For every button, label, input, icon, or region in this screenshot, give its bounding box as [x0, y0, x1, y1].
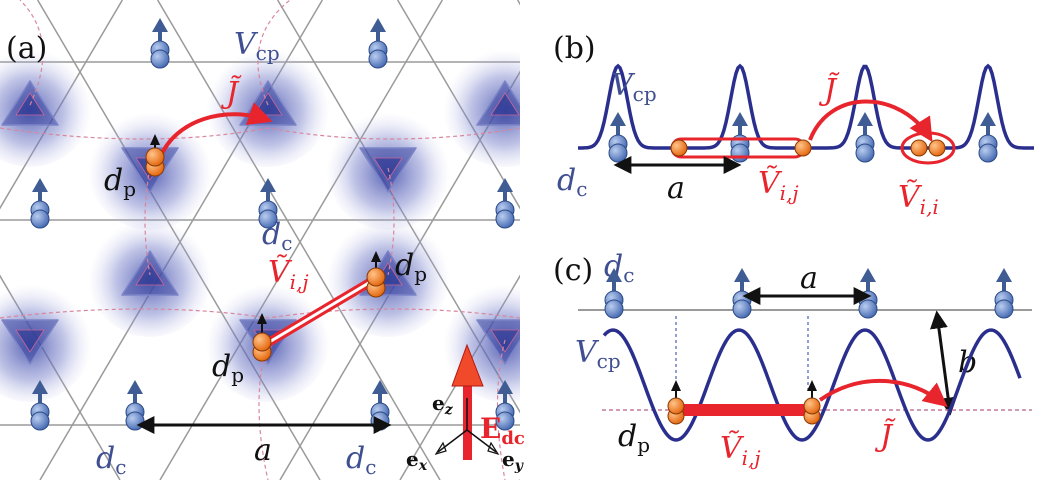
panel-label-c: (c): [553, 253, 593, 288]
vij-bond-c: [676, 404, 812, 416]
dashed-path-2: [0, 308, 520, 319]
dipolar-particle-c1: [667, 380, 685, 425]
vcp-label-b: Vcp: [611, 68, 657, 106]
vcp-label-c: Vcp: [575, 335, 621, 373]
core-site-a-4: [150, 18, 170, 69]
core-site-c-3: [858, 268, 878, 319]
dp-label-a2: dp: [395, 248, 427, 286]
core-site-a-8: [125, 380, 145, 431]
potential-minimum-3: [443, 43, 520, 167]
vij-label-b: Ṽi,j: [758, 165, 799, 205]
core-site-a-1: [30, 178, 50, 229]
potential-minimum-1: [0, 43, 92, 167]
core-site-b-3: [855, 112, 875, 163]
vii-label-b: Ṽi,i: [898, 179, 939, 219]
ez-label: ez: [432, 391, 454, 418]
core-site-b-2: [730, 112, 750, 163]
potential-minimum-6: [0, 278, 92, 402]
vij-label-c: Ṽi,j: [720, 430, 761, 470]
vij-label-a: Ṽi,j: [268, 254, 309, 294]
lattice-diag-up-4: [159, 0, 443, 480]
core-site-c-2: [732, 268, 752, 319]
dc-label-a2: dc: [96, 441, 126, 479]
vcp-label-a: Vcp: [234, 27, 280, 65]
particle-b4: [928, 139, 946, 157]
particle-b3: [910, 139, 928, 157]
core-site-a-7: [495, 380, 515, 431]
dp-label-a1: dp: [104, 163, 136, 201]
potential-curve-b: [578, 63, 1034, 150]
potential-curve-c: [602, 328, 1022, 442]
ey-label: ey: [502, 447, 524, 474]
j-label-a: J̃: [220, 76, 242, 111]
panel-label-a: (a): [6, 31, 47, 66]
panel-b: (b) Vcp J̃ a dc Ṽi,j Ṽi,i: [553, 31, 1034, 219]
dashed-path-8: [496, 339, 506, 480]
panel-c: (c) dc a b Vcp J̃: [553, 249, 1032, 470]
edc-field-arrow: [434, 343, 500, 460]
core-site-b-1: [608, 112, 628, 163]
core-site-a-2: [258, 178, 278, 229]
dc-label-b: dc: [557, 163, 587, 201]
lattice-diag-down-6: [397, 0, 520, 210]
j-label-c: J̃: [874, 419, 896, 454]
dc-label-a1: dc: [262, 217, 292, 255]
vij-interaction-a: [263, 277, 375, 348]
j-hopping-arrow-a: [158, 102, 273, 159]
dashed-path-6: [19, 0, 44, 106]
dc-label-c: dc: [604, 249, 634, 287]
separation-arrow-b: [929, 310, 958, 416]
panel-label-b: (b): [553, 31, 596, 66]
dp-label-a3: dp: [212, 349, 244, 387]
particle-b2: [794, 139, 812, 157]
particle-b1: [670, 139, 688, 157]
edc-label: Edc: [480, 412, 525, 449]
a-label-c: a: [800, 261, 818, 296]
dashed-path-1: [0, 127, 520, 140]
lattice-diag-down-4: [157, 0, 441, 480]
j-hopping-arrow-b: [808, 99, 933, 143]
core-site-c-1: [604, 268, 624, 319]
core-site-b-4: [978, 112, 998, 163]
core-site-a-6: [30, 380, 50, 431]
ex-label: ex: [406, 447, 428, 474]
lattice-diag-up-6: [399, 274, 520, 480]
dp-label-c: dp: [618, 419, 650, 457]
dc-label-a3: dc: [346, 441, 376, 479]
a-label-a: a: [254, 433, 272, 468]
a-label-b: a: [667, 171, 685, 206]
dipolar-particle-c2: [803, 380, 821, 425]
j-hopping-arrow-c: [818, 379, 948, 408]
core-site-a-5: [368, 18, 388, 69]
dashed-path-5: [257, 0, 291, 106]
potential-minima: [0, 43, 520, 402]
core-site-c-4: [994, 268, 1014, 319]
j-label-b: J̃: [818, 73, 840, 108]
vii-ellipse: [900, 131, 956, 165]
dipolar-particle-a3: [252, 313, 272, 362]
lattice-diag-down-2: [0, 274, 121, 480]
dipolar-particle-a2: [366, 251, 386, 298]
core-site-a-3: [495, 178, 515, 229]
dipolar-particle-a1: [145, 134, 165, 177]
